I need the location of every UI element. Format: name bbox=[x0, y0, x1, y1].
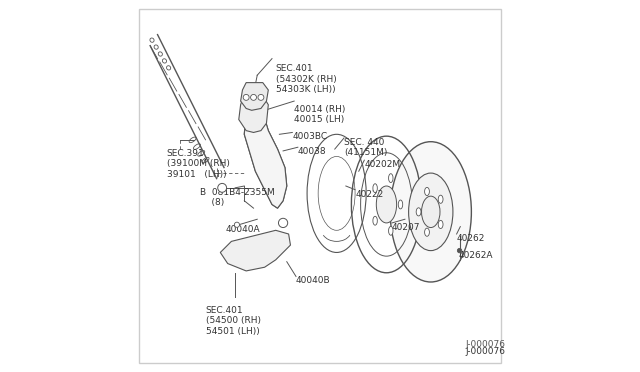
Text: 40040B: 40040B bbox=[296, 276, 331, 285]
Polygon shape bbox=[241, 83, 268, 110]
Ellipse shape bbox=[424, 228, 429, 236]
Ellipse shape bbox=[373, 184, 378, 193]
Text: 40038: 40038 bbox=[298, 147, 326, 156]
Ellipse shape bbox=[438, 220, 443, 228]
Ellipse shape bbox=[388, 227, 393, 235]
Text: 40262A: 40262A bbox=[458, 251, 493, 260]
Text: SEC.401
(54302K (RH)
54303K (LH)): SEC.401 (54302K (RH) 54303K (LH)) bbox=[276, 64, 337, 94]
Text: 40262: 40262 bbox=[456, 234, 485, 243]
Text: J-000076: J-000076 bbox=[466, 340, 506, 349]
Ellipse shape bbox=[388, 174, 393, 183]
Ellipse shape bbox=[422, 196, 440, 228]
Circle shape bbox=[458, 248, 462, 253]
Text: 40014 (RH)
40015 (LH): 40014 (RH) 40015 (LH) bbox=[294, 105, 346, 124]
Text: 4003BC: 4003BC bbox=[292, 132, 328, 141]
Ellipse shape bbox=[278, 218, 288, 228]
Ellipse shape bbox=[376, 186, 397, 223]
Text: SEC.391
(39100M (RH)
39101   (LH)): SEC.391 (39100M (RH) 39101 (LH)) bbox=[167, 149, 230, 179]
Ellipse shape bbox=[416, 208, 421, 216]
Polygon shape bbox=[220, 230, 291, 271]
Text: 40207: 40207 bbox=[392, 223, 420, 232]
FancyBboxPatch shape bbox=[139, 9, 501, 363]
Circle shape bbox=[234, 222, 239, 227]
Circle shape bbox=[243, 94, 249, 100]
Ellipse shape bbox=[408, 173, 453, 251]
Text: 40040A: 40040A bbox=[226, 225, 260, 234]
Circle shape bbox=[218, 183, 227, 192]
Text: B  081B4-2355M
    (8): B 081B4-2355M (8) bbox=[200, 188, 275, 207]
Ellipse shape bbox=[390, 142, 472, 282]
Text: J-000076: J-000076 bbox=[466, 347, 506, 356]
Text: B: B bbox=[220, 185, 224, 190]
Text: SEC.401
(54500 (RH)
54501 (LH)): SEC.401 (54500 (RH) 54501 (LH)) bbox=[205, 306, 260, 336]
Circle shape bbox=[258, 94, 264, 100]
Text: SEC. 440
(41151M): SEC. 440 (41151M) bbox=[344, 138, 387, 157]
Polygon shape bbox=[239, 92, 268, 132]
Ellipse shape bbox=[398, 200, 403, 209]
Text: 40222: 40222 bbox=[355, 190, 383, 199]
Polygon shape bbox=[244, 97, 287, 208]
Text: 40202M: 40202M bbox=[364, 160, 401, 169]
Ellipse shape bbox=[373, 216, 378, 225]
Ellipse shape bbox=[438, 195, 443, 203]
Ellipse shape bbox=[424, 187, 429, 196]
Circle shape bbox=[251, 94, 257, 100]
